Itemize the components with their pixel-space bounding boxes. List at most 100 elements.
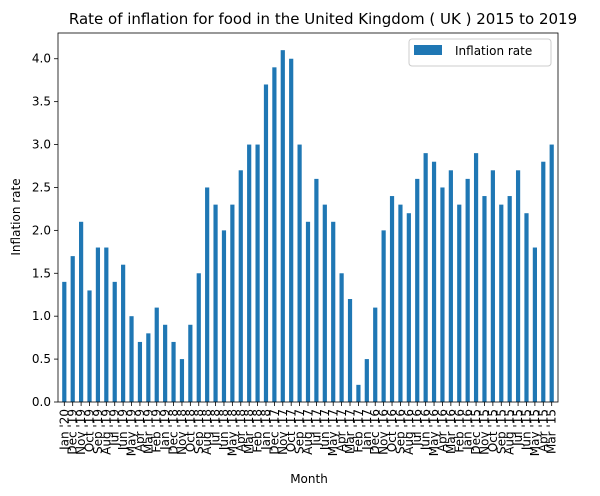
legend: Inflation rate <box>408 38 552 67</box>
x-tick-label: Apr '15 <box>536 409 550 452</box>
x-tick-label: Apr '17 <box>335 409 349 452</box>
bar <box>137 341 143 402</box>
bar <box>415 178 420 402</box>
bar <box>448 170 453 402</box>
x-tick-label: May '19 <box>125 409 139 456</box>
bar <box>263 84 269 403</box>
x-tick-label: Jul '19 <box>108 409 122 447</box>
bar <box>389 196 395 402</box>
x-tick-label: Sep '18 <box>192 409 206 454</box>
y-axis-label: Inflation rate <box>9 178 23 255</box>
bar <box>171 341 176 402</box>
bar <box>112 281 117 402</box>
bar <box>314 178 319 402</box>
bar <box>255 144 260 402</box>
x-tick-label: May '15 <box>528 409 542 456</box>
x-tick-label: Oct '17 <box>284 409 298 452</box>
x-tick-label: Sep '15 <box>494 409 508 454</box>
x-tick-label: Oct '16 <box>385 409 399 452</box>
x-tick-label: Mar '17 <box>343 409 357 454</box>
bar <box>70 256 75 402</box>
x-tick-label: Dec '15 <box>469 409 483 455</box>
bar <box>499 204 504 402</box>
x-tick-label: Jul '16 <box>410 409 424 447</box>
x-tick-label: Apr '16 <box>435 409 449 452</box>
bar <box>289 58 294 403</box>
bar <box>188 324 193 402</box>
bar <box>482 196 487 402</box>
x-tick-label: Sep '19 <box>91 409 105 454</box>
x-tick-label: Jun '16 <box>419 409 433 451</box>
x-tick-label: Nov '18 <box>175 409 189 455</box>
bar <box>221 230 227 402</box>
x-tick-label: Jun '18 <box>217 409 231 451</box>
bar <box>331 221 336 402</box>
x-tick-label: Nov '15 <box>477 409 491 455</box>
x-tick-label: May '17 <box>326 409 340 456</box>
bar <box>373 307 378 402</box>
bar <box>381 230 386 402</box>
bar <box>238 170 243 402</box>
bar <box>129 316 134 402</box>
x-tick-label: Jan '20 <box>57 409 71 451</box>
bar <box>179 359 185 402</box>
bar <box>532 247 537 402</box>
x-tick-label: Dec '19 <box>66 409 80 455</box>
y-tick-label: 0.0 <box>32 395 51 409</box>
x-tick-label: Feb '16 <box>452 409 466 453</box>
bar <box>524 213 529 402</box>
bar <box>280 50 285 402</box>
x-tick-label: Oct '19 <box>83 409 97 452</box>
x-tick-label: Oct '18 <box>183 409 197 452</box>
x-tick-label: Nov '17 <box>276 409 290 455</box>
plot-frame <box>57 32 559 403</box>
bar <box>121 264 126 402</box>
x-tick-label: Jun '17 <box>318 409 332 451</box>
x-tick-label: Aug '19 <box>99 409 113 455</box>
bar <box>95 247 101 402</box>
x-tick-label: Apr '19 <box>133 409 147 452</box>
bar <box>457 204 462 402</box>
x-tick-label: Feb '18 <box>251 409 265 453</box>
x-tick-label: Jan '16 <box>461 409 475 451</box>
x-tick-label: Dec '16 <box>368 409 382 455</box>
bar <box>364 359 369 402</box>
bar <box>163 324 168 402</box>
bar <box>79 221 84 402</box>
bar <box>431 161 437 402</box>
bar <box>423 153 428 402</box>
x-tick-label: Jan '19 <box>158 409 172 451</box>
x-tick-label: Mar '16 <box>444 409 458 454</box>
x-tick-label: Nov '16 <box>377 409 391 455</box>
x-axis-label: Month <box>290 472 328 486</box>
x-tick-label: Oct '15 <box>486 409 500 452</box>
x-tick-label: Jan '18 <box>259 409 273 451</box>
bar <box>213 204 218 402</box>
bar <box>62 281 67 402</box>
bar <box>247 144 252 402</box>
x-tick-label: Feb '19 <box>150 409 164 453</box>
bar <box>305 221 311 402</box>
chart-title: Rate of inflation for food in the United… <box>69 10 577 28</box>
bars-group <box>62 50 554 403</box>
x-tick-label: Sep '17 <box>293 409 307 454</box>
x-tick-label: Mar '15 <box>545 409 559 454</box>
bar <box>205 187 210 402</box>
bar <box>356 384 361 402</box>
bar <box>272 67 277 402</box>
x-tick-label: May '18 <box>225 409 239 456</box>
x-tick-label: Feb '17 <box>351 409 365 453</box>
bar <box>515 170 521 402</box>
bar <box>104 247 109 402</box>
y-tick-label: 3.5 <box>32 95 51 109</box>
x-tick-label: Jul '15 <box>511 409 525 447</box>
x-tick-label: Apr '18 <box>234 409 248 452</box>
bar <box>154 307 159 402</box>
x-tick-label: Dec '17 <box>267 409 281 455</box>
bar <box>322 204 327 402</box>
y-tick-label: 4.0 <box>32 52 51 66</box>
x-tick-label: Mar '18 <box>242 409 256 454</box>
bar <box>473 153 479 402</box>
bar <box>146 333 151 402</box>
